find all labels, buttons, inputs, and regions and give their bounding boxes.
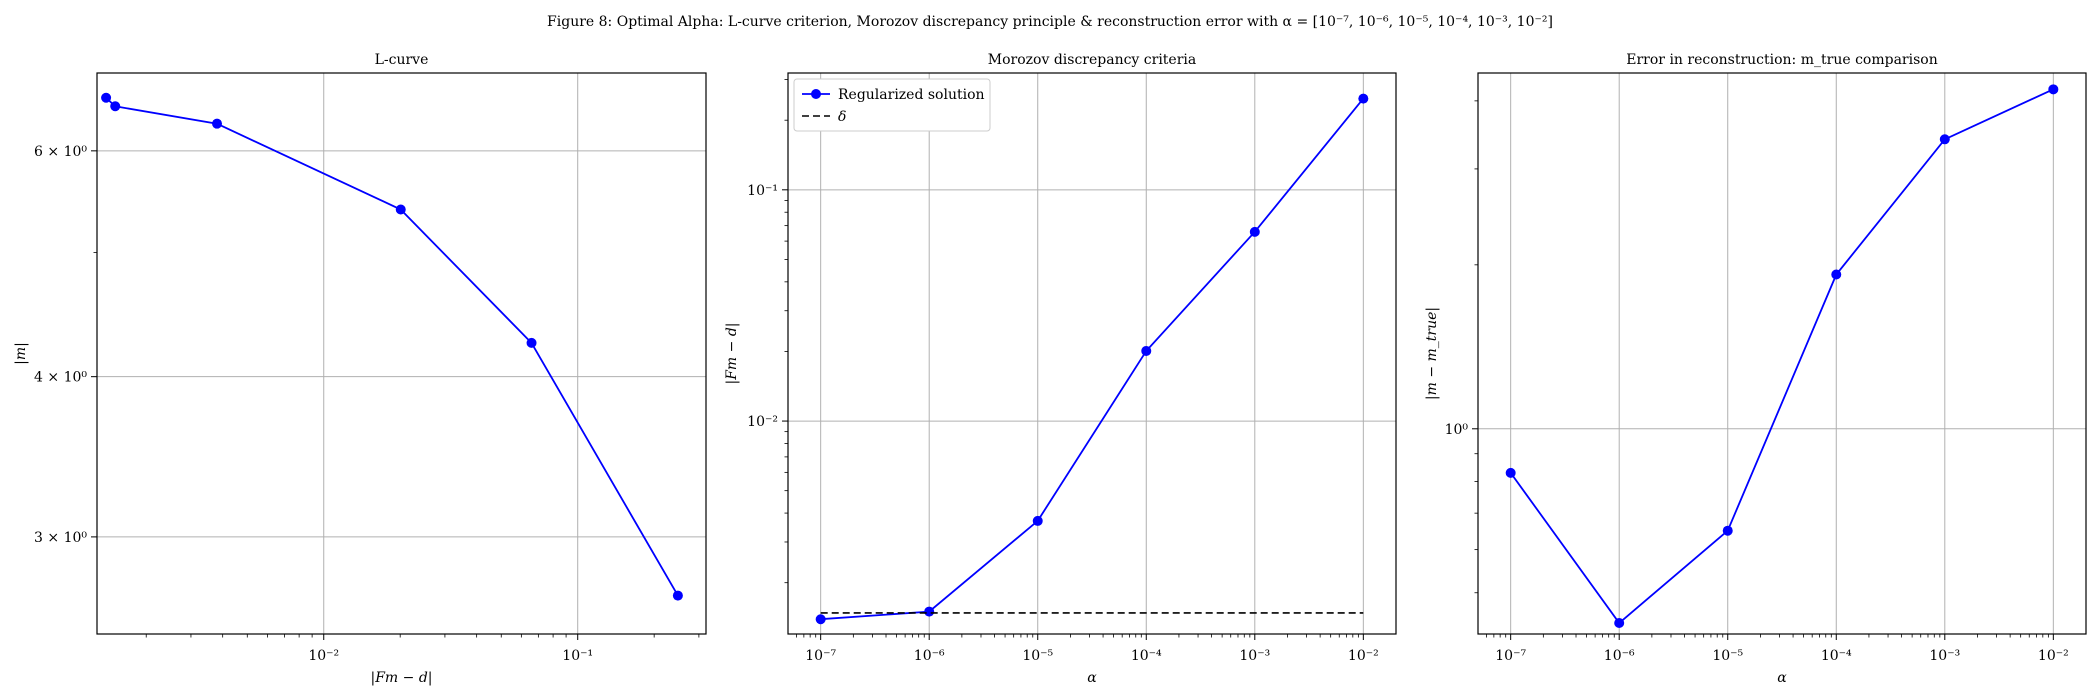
y-tick-label: 3 × 10⁰ [34, 530, 87, 546]
x-tick-label: 10⁻⁵ [1022, 648, 1053, 664]
y-tick-label: 10⁻¹ [747, 183, 778, 199]
data-point [1939, 134, 1950, 145]
minor-ticks [93, 251, 700, 638]
chart-morozov: 10⁻⁷ 10⁻⁶ 10⁻⁵ 10⁻⁴ 10⁻³ 10⁻² 10⁻² 10⁻¹ Morozov … [724, 52, 1397, 686]
minor-ticks [784, 79, 1359, 638]
data-point [1831, 269, 1842, 280]
data-point [672, 590, 683, 601]
x-tick-label: 10⁻² [1348, 648, 1379, 664]
data-point [526, 337, 537, 348]
data-point [1249, 226, 1260, 237]
x-axis-label: α [1777, 670, 1787, 686]
data-point [1358, 93, 1369, 104]
x-tick-label: 10⁻² [2038, 648, 2069, 664]
plot-frame [1477, 72, 2087, 635]
subplot-title: L-curve [375, 52, 429, 68]
x-tick-label: 10⁻⁴ [1821, 648, 1852, 664]
data-point [1505, 467, 1516, 478]
y-tick-label: 4 × 10⁰ [34, 370, 87, 386]
y-axis-label: |m − m_true| [1424, 307, 1440, 400]
y-axis-label: |Fm − d| [724, 322, 740, 384]
figure-title: Figure 8: Optimal Alpha: L-curve criteri… [547, 14, 1553, 30]
data-point [212, 118, 223, 129]
plot-frame [787, 72, 1397, 635]
subplot-title: Morozov discrepancy criteria [988, 52, 1196, 68]
data-point [110, 101, 121, 112]
data-point [395, 204, 406, 215]
x-tick-label: 10⁻³ [1239, 648, 1270, 664]
x-tick-label: 10⁻⁷ [1495, 648, 1526, 664]
legend-box [793, 78, 991, 132]
chart-error: 10⁻⁷ 10⁻⁶ 10⁻⁵ 10⁻⁴ 10⁻³ 10⁻² 10⁰ Error in reco… [1424, 52, 2087, 686]
data-point [1141, 345, 1152, 356]
x-tick-label: 10⁻⁷ [805, 648, 836, 664]
x-axis-label: |Fm − d| [370, 670, 432, 686]
series-line-0 [105, 97, 679, 597]
x-tick-label: 10⁻⁶ [914, 648, 945, 664]
subplot-title: Error in reconstruction: m_true comparis… [1626, 52, 1937, 68]
plot-frame [96, 72, 707, 635]
x-tick-label: 10⁻¹ [562, 648, 593, 664]
x-tick-label: 10⁻⁵ [1712, 648, 1743, 664]
legend-label: δ [838, 109, 846, 125]
chart-l-curve: 10⁻² 10⁻¹ 3 × 10⁰ 4 × 10⁰ 6 × 10⁰ L-curve |Fm … [13, 52, 707, 686]
x-tick-label: 10⁻⁴ [1131, 648, 1162, 664]
y-tick-label: 10⁻² [747, 414, 778, 430]
data-point [1722, 525, 1733, 536]
x-tick-label: 10⁻³ [1929, 648, 1960, 664]
data-point [101, 92, 112, 103]
series-line-0 [820, 98, 1364, 621]
data-point [1032, 515, 1043, 526]
data-point [924, 606, 935, 617]
x-axis-label: α [1087, 670, 1097, 686]
y-tick-label: 6 × 10⁰ [34, 144, 87, 160]
x-tick-label: 10⁻² [308, 648, 339, 664]
data-point [1614, 617, 1625, 628]
y-axis-label: |m| [13, 342, 29, 365]
x-tick-label: 10⁻⁶ [1604, 648, 1635, 664]
series-line-0 [1509, 88, 2054, 625]
y-tick-label: 10⁰ [1445, 422, 1469, 438]
data-point [815, 614, 826, 625]
minor-ticks [1474, 100, 2049, 638]
legend-marker [811, 89, 821, 99]
data-point [2048, 84, 2059, 95]
legend-label: Regularized solution [838, 87, 985, 103]
